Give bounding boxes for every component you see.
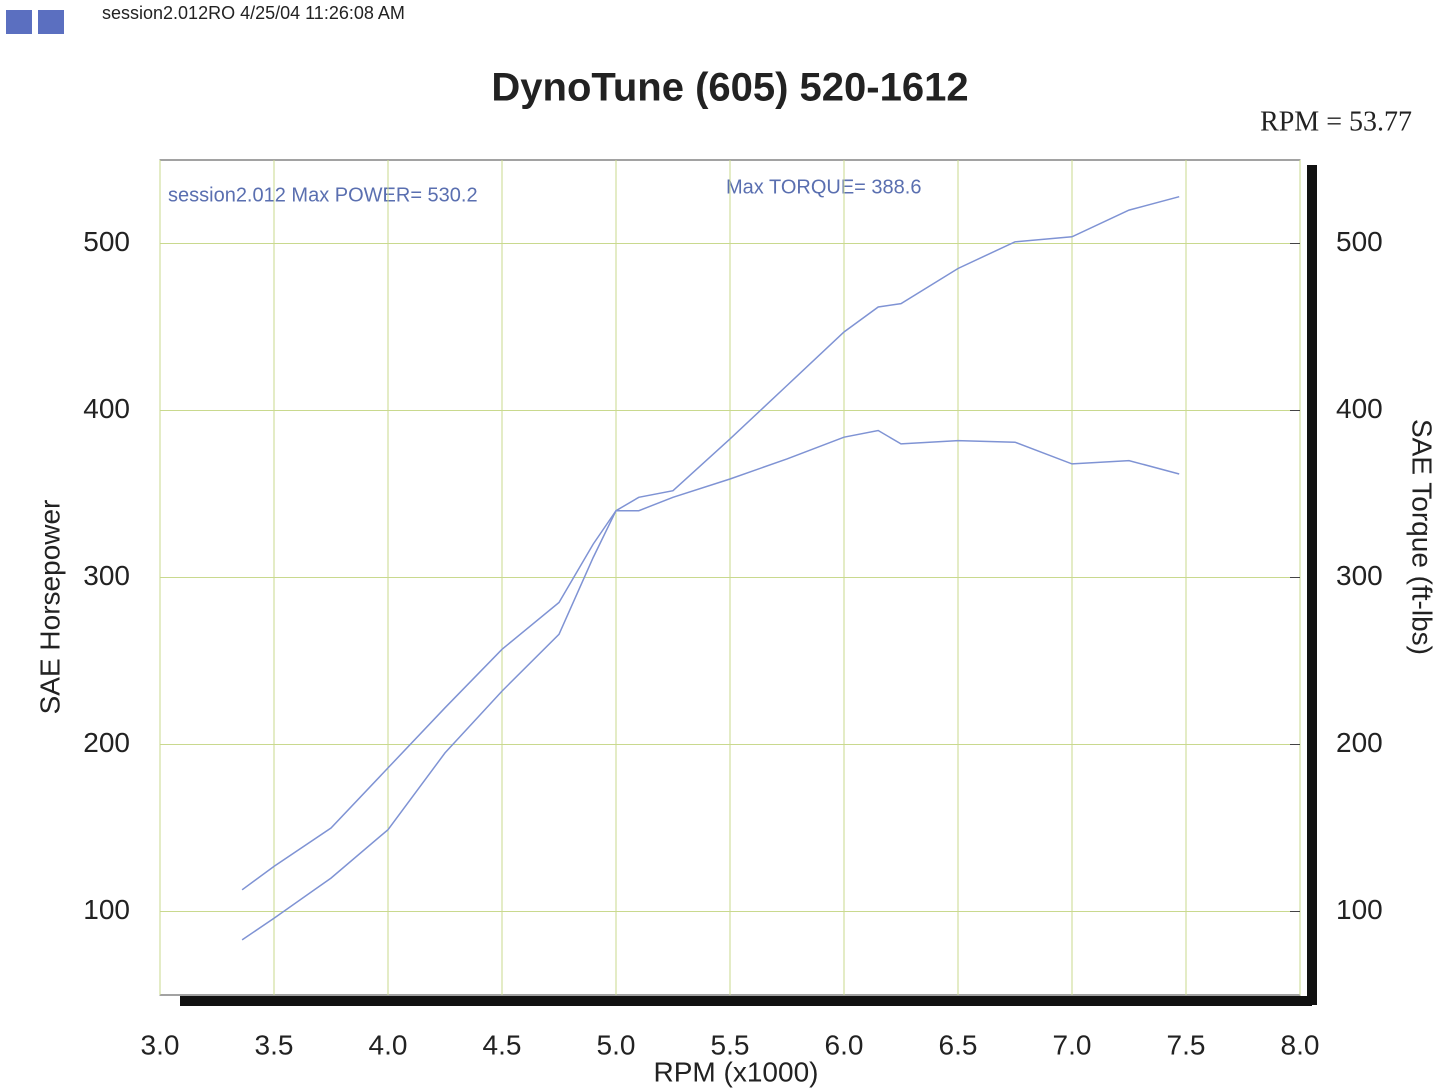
y2-tick-label: 200 bbox=[1336, 727, 1383, 758]
data-line bbox=[241, 195, 1180, 941]
x-tick-label: 6.0 bbox=[825, 1029, 864, 1060]
y2-tick-label: 300 bbox=[1336, 560, 1383, 591]
y2-tick-label: 500 bbox=[1336, 226, 1383, 257]
y-tick-label: 300 bbox=[83, 560, 130, 591]
x-tick-label: 6.5 bbox=[939, 1029, 978, 1060]
y2-tick-label: 400 bbox=[1336, 393, 1383, 424]
x-tick-label: 4.5 bbox=[483, 1029, 522, 1060]
y-tick-label: 500 bbox=[83, 226, 130, 257]
annotation: Max TORQUE= 388.6 bbox=[726, 176, 921, 198]
x-axis-label: RPM (x1000) bbox=[654, 1056, 819, 1087]
annotation: session2.012 Max POWER= 530.2 bbox=[168, 184, 478, 206]
y-axis-label: SAE Horsepower bbox=[34, 500, 65, 715]
x-tick-label: 3.0 bbox=[141, 1029, 180, 1060]
subtitle: RPM = 53.77 bbox=[1260, 106, 1412, 137]
x-tick-label: 5.5 bbox=[711, 1029, 750, 1060]
y2-tick-label: 100 bbox=[1336, 894, 1383, 925]
x-tick-label: 3.5 bbox=[255, 1029, 294, 1060]
data-line bbox=[241, 429, 1180, 891]
chart-title: DynoTune (605) 520-1612 bbox=[491, 66, 968, 110]
y-tick-label: 400 bbox=[83, 393, 130, 424]
y2-axis-label: SAE Torque (ft-lbs) bbox=[1407, 419, 1438, 655]
y-tick-label: 200 bbox=[83, 727, 130, 758]
header: session2.012RO 4/25/04 11:26:08 AM bbox=[102, 3, 405, 23]
x-tick-label: 7.0 bbox=[1053, 1029, 1092, 1060]
header-icon bbox=[38, 10, 64, 34]
y-tick-label: 100 bbox=[83, 894, 130, 925]
header-icon bbox=[6, 10, 32, 34]
x-tick-label: 5.0 bbox=[597, 1029, 636, 1060]
x-tick-label: 7.5 bbox=[1167, 1029, 1206, 1060]
x-tick-label: 8.0 bbox=[1281, 1029, 1320, 1060]
x-tick-label: 4.0 bbox=[369, 1029, 408, 1060]
